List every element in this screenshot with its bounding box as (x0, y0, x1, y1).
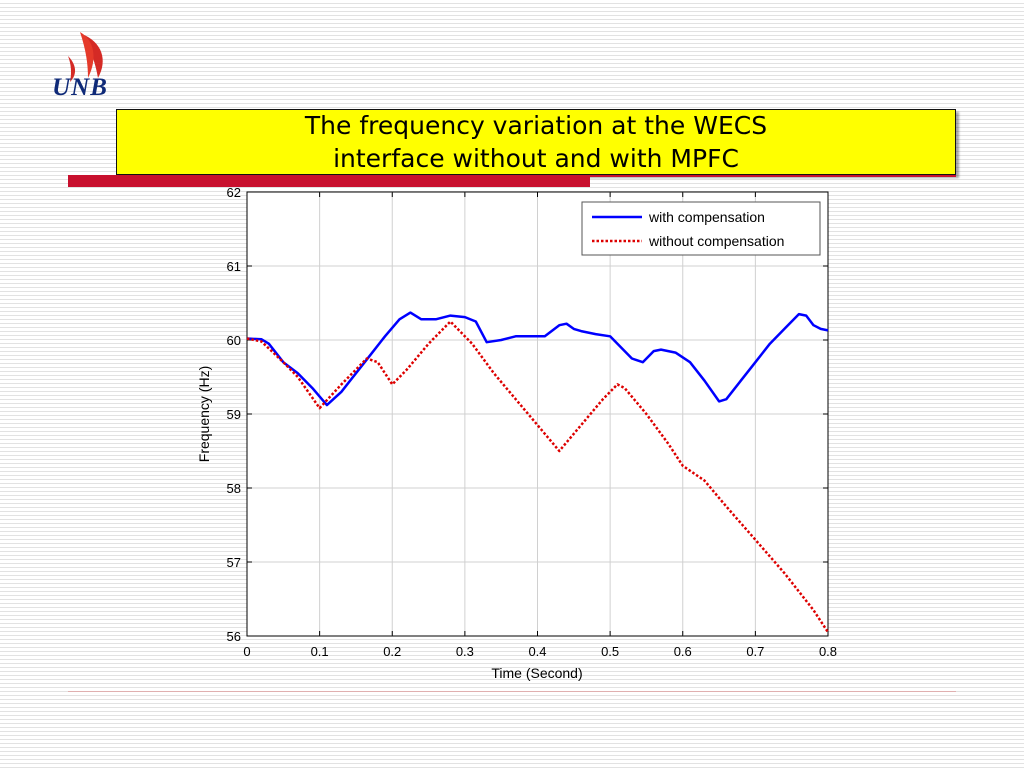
series-line-without-compensation (246, 320, 830, 633)
unb-logo (68, 32, 103, 82)
slide-title-box: The frequency variation at the WECS inte… (116, 109, 956, 175)
grid-lines (247, 192, 828, 636)
slide-title-line-1: The frequency variation at the WECS (304, 111, 768, 140)
chart-legend: with compensation without compensation (581, 201, 821, 256)
slide-title-line-2: interface without and with MPFC (333, 144, 739, 173)
logo-sail-shape (80, 32, 94, 78)
y-axis-label: Frequency (Hz) (196, 366, 212, 462)
legend-box (581, 201, 821, 256)
x-tick-label: 0.5 (601, 644, 619, 659)
y-tick-label: 56 (227, 629, 241, 644)
y-tick-label: 58 (227, 481, 241, 496)
y-tick-label: 57 (227, 555, 241, 570)
x-tick-label: 0.8 (819, 644, 837, 659)
x-tick-label: 0.1 (311, 644, 329, 659)
y-tick-label: 62 (227, 185, 241, 200)
x-tick-label: 0.4 (528, 644, 546, 659)
y-tick-label: 60 (227, 333, 241, 348)
x-axis-label: Time (Second) (491, 665, 582, 681)
x-tick-label: 0 (243, 644, 250, 659)
logo-text: UNB (52, 74, 108, 101)
x-tick-label: 0.3 (456, 644, 474, 659)
logo-sail-shape (68, 56, 76, 82)
accent-red-line (590, 175, 956, 177)
x-tick-label: 0.7 (746, 644, 764, 659)
x-tick-label: 0.2 (383, 644, 401, 659)
series-line-with-compensation (246, 311, 829, 407)
axis-ticks: 0 0.1 0.2 0.3 0.4 0.5 0.6 0.7 0.8 56 57 58 59 60 61 62 (227, 185, 838, 659)
legend-label: with compensation (648, 209, 765, 225)
series-lines (246, 311, 830, 633)
y-tick-label: 61 (227, 259, 241, 274)
footer-divider (68, 691, 956, 692)
y-tick-label: 59 (227, 407, 241, 422)
accent-red-bar (68, 175, 590, 187)
x-tick-label: 0.6 (674, 644, 692, 659)
legend-label: without compensation (648, 233, 784, 249)
